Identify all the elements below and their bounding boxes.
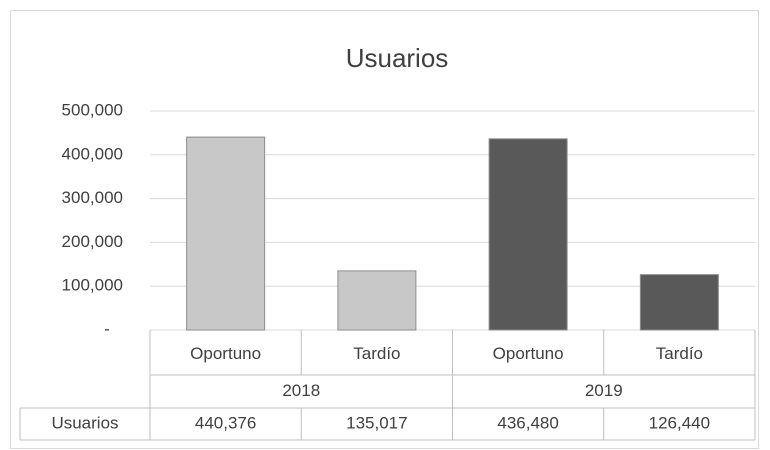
x-tick-label: Tardío	[353, 344, 400, 363]
chart-title: Usuarios	[346, 43, 449, 73]
y-tick-label: 500,000	[62, 100, 123, 119]
y-tick-label: 200,000	[62, 232, 123, 251]
table-value: 126,440	[649, 413, 710, 432]
y-tick-label: 300,000	[62, 188, 123, 207]
group-label: 2019	[585, 381, 623, 400]
y-tick-label: -	[104, 319, 110, 338]
bar	[186, 136, 266, 331]
table-value: 440,376	[195, 413, 256, 432]
table-value: 135,017	[346, 413, 407, 432]
bar	[337, 270, 417, 331]
y-tick-label: 400,000	[62, 144, 123, 163]
group-label: 2018	[282, 381, 320, 400]
x-tick-label: Oportuno	[190, 344, 261, 363]
bar	[488, 138, 568, 331]
chart-border	[10, 10, 759, 449]
x-tick-label: Oportuno	[493, 344, 564, 363]
table-row-header: Usuarios	[51, 413, 118, 432]
y-tick-label: 100,000	[62, 276, 123, 295]
x-tick-label: Tardío	[656, 344, 703, 363]
bar	[639, 274, 719, 331]
table-value: 436,480	[497, 413, 558, 432]
